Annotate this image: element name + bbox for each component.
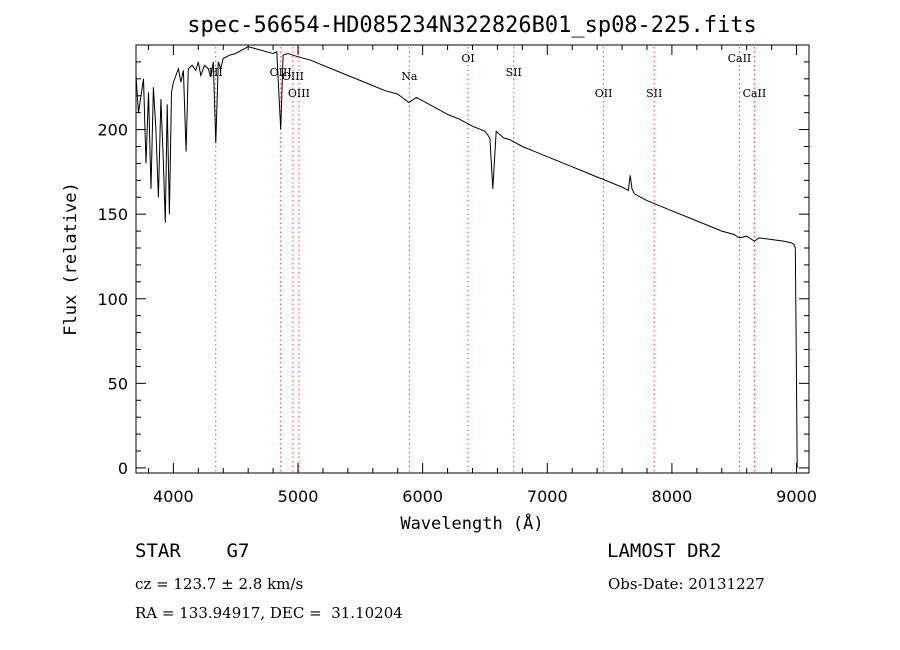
y-axis: 0 50 100 150 200 [97, 61, 809, 478]
line-label: OIII [270, 66, 292, 79]
x-tick-label: 6000 [402, 487, 443, 506]
x-tick-label: 4000 [153, 487, 194, 506]
y-tick-label: 100 [97, 290, 128, 309]
y-tick-label: 50 [108, 374, 128, 393]
observation-date: Obs-Date: 20131227 [608, 575, 765, 593]
survey-name: LAMOST DR2 [607, 540, 722, 562]
spectrum-line [135, 46, 798, 468]
x-axis: 4000 5000 6000 7000 8000 9000 [147, 45, 817, 506]
line-label: OIII [288, 87, 310, 100]
x-tick-label: 7000 [527, 487, 568, 506]
chart-title: spec-56654-HD085234N322826B01_sp08-225.f… [187, 13, 757, 38]
line-label: OI [461, 52, 474, 65]
x-tick-label: 9000 [776, 487, 817, 506]
object-class: STAR G7 [135, 540, 250, 562]
redshift-value: cz = 123.7 ± 2.8 km/s [135, 575, 304, 593]
y-tick-label: 150 [97, 205, 128, 224]
line-label: OII [595, 87, 613, 100]
y-tick-label: 200 [97, 121, 128, 140]
x-axis-label: Wavelength (Å) [400, 512, 543, 534]
coordinates: RA = 133.94917, DEC = 31.10204 [135, 604, 403, 622]
line-label: OIII [282, 70, 304, 83]
x-tick-label: 8000 [652, 487, 693, 506]
x-tick-label: 5000 [278, 487, 319, 506]
line-label: CaII [728, 52, 752, 65]
y-tick-label: 0 [118, 459, 128, 478]
line-label: SII [506, 66, 522, 79]
line-label: CaII [743, 87, 767, 100]
plot-frame [135, 44, 810, 474]
line-label: SII [646, 87, 662, 100]
line-label: Na [401, 70, 418, 83]
y-axis-label: Flux (relative) [61, 182, 81, 336]
